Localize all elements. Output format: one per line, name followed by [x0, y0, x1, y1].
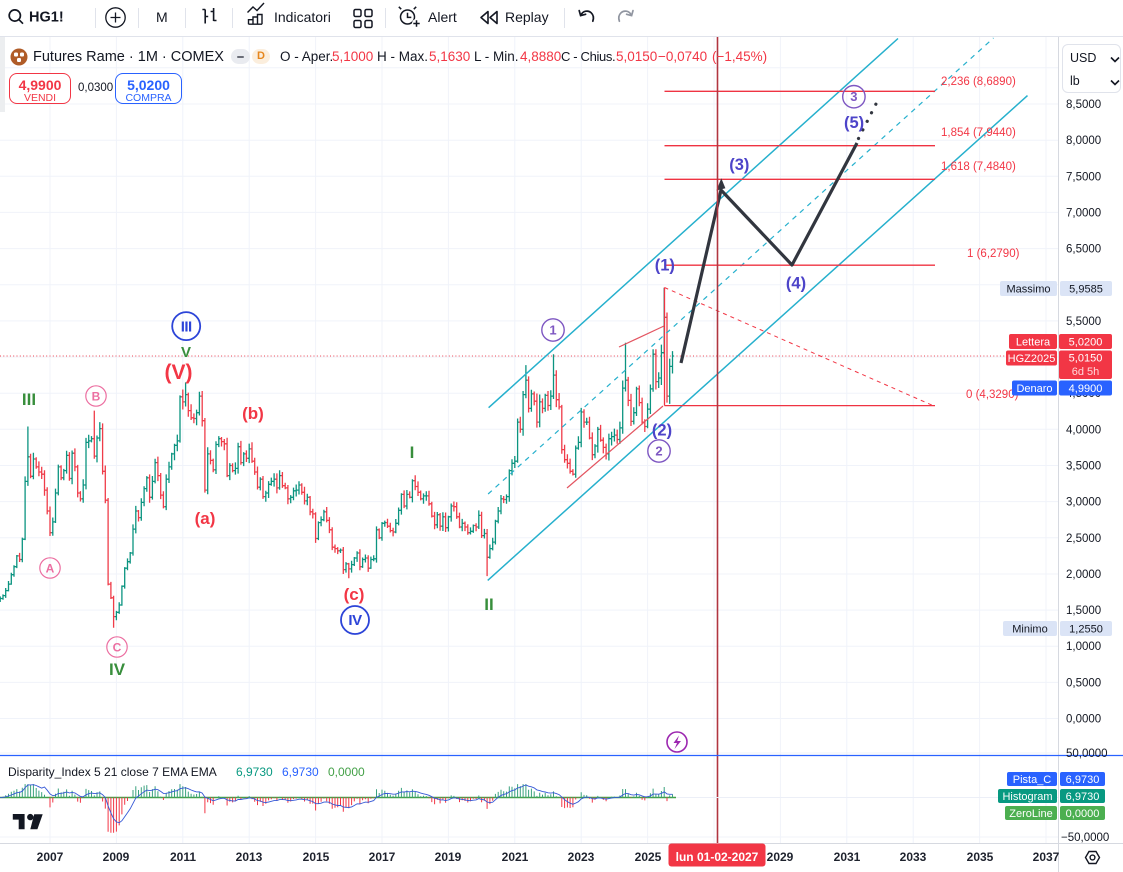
svg-text:Denaro: Denaro	[1016, 383, 1052, 395]
svg-text:−50,0000: −50,0000	[1061, 832, 1109, 844]
svg-text:2,5000: 2,5000	[1066, 533, 1101, 545]
svg-text:5,0200: 5,0200	[1069, 337, 1103, 349]
svg-text:V: V	[181, 344, 191, 361]
svg-text:0,0000: 0,0000	[1066, 808, 1100, 820]
svg-text:2037: 2037	[1033, 850, 1060, 864]
svg-text:2011: 2011	[170, 850, 196, 864]
svg-text:Histogram: Histogram	[1002, 791, 1052, 803]
svg-text:C: C	[113, 640, 122, 654]
svg-text:5,5000: 5,5000	[1066, 316, 1101, 328]
svg-text:2025: 2025	[635, 850, 662, 864]
svg-text:(4): (4)	[786, 274, 806, 292]
svg-text:3,5000: 3,5000	[1066, 461, 1101, 473]
svg-text:A: A	[46, 561, 55, 575]
svg-text:2: 2	[655, 444, 662, 459]
svg-text:2017: 2017	[369, 850, 396, 864]
svg-text:III: III	[22, 390, 36, 409]
svg-text:2021: 2021	[502, 850, 529, 864]
svg-text:III: III	[181, 318, 192, 335]
svg-text:Alert: Alert	[428, 9, 457, 25]
svg-text:Massimo: Massimo	[1006, 284, 1050, 296]
svg-text:4,9900: 4,9900	[1069, 383, 1103, 395]
svg-text:3,0000: 3,0000	[1066, 497, 1101, 509]
svg-text:6,9730: 6,9730	[236, 765, 273, 779]
svg-text:6,9730: 6,9730	[1066, 791, 1100, 803]
svg-text:6,9730: 6,9730	[1066, 774, 1100, 786]
svg-text:HG1!: HG1!	[29, 10, 64, 26]
svg-text:2033: 2033	[900, 850, 927, 864]
svg-text:8,0000: 8,0000	[1066, 135, 1101, 147]
svg-text:Minimo: Minimo	[1012, 624, 1047, 636]
svg-text:7,0000: 7,0000	[1066, 207, 1101, 219]
svg-text:2031: 2031	[834, 850, 861, 864]
svg-text:2029: 2029	[767, 850, 794, 864]
svg-text:5,0150: 5,0150	[1069, 353, 1103, 365]
svg-text:II: II	[484, 595, 493, 614]
svg-text:2023: 2023	[568, 850, 595, 864]
svg-text:2009: 2009	[103, 850, 130, 864]
svg-text:(b): (b)	[242, 404, 264, 423]
svg-text:2007: 2007	[37, 850, 64, 864]
svg-text:2,236 (8,6890): 2,236 (8,6890)	[941, 76, 1016, 88]
svg-text:0 (4,3290): 0 (4,3290)	[966, 389, 1019, 401]
svg-text:(1): (1)	[655, 257, 675, 275]
svg-text:B: B	[92, 389, 101, 403]
svg-text:(a): (a)	[195, 509, 216, 528]
svg-text:I: I	[410, 443, 415, 462]
svg-text:7,5000: 7,5000	[1066, 171, 1101, 183]
svg-text:50,0000: 50,0000	[1066, 748, 1108, 760]
svg-text:1,854 (7,9440): 1,854 (7,9440)	[941, 127, 1016, 139]
svg-text:IV: IV	[348, 612, 362, 629]
svg-text:6,9730: 6,9730	[282, 765, 319, 779]
svg-text:2019: 2019	[435, 850, 462, 864]
svg-text:1,618 (7,4840): 1,618 (7,4840)	[941, 161, 1016, 173]
svg-text:4,0000: 4,0000	[1066, 424, 1101, 436]
svg-text:Indicatori: Indicatori	[274, 9, 331, 25]
svg-text:ZeroLine: ZeroLine	[1009, 808, 1052, 820]
svg-text:6d 5h: 6d 5h	[1072, 366, 1100, 378]
svg-text:2035: 2035	[967, 850, 994, 864]
svg-text:1,0000: 1,0000	[1066, 641, 1101, 653]
svg-text:1,2550: 1,2550	[1069, 624, 1103, 636]
svg-text:0,0000: 0,0000	[1066, 714, 1101, 726]
svg-text:2015: 2015	[303, 850, 330, 864]
svg-text:1 (6,2790): 1 (6,2790)	[967, 248, 1020, 260]
svg-text:1: 1	[549, 323, 556, 338]
svg-text:Replay: Replay	[505, 9, 549, 25]
svg-text:Lettera: Lettera	[1016, 337, 1051, 349]
svg-text:1,5000: 1,5000	[1066, 605, 1101, 617]
svg-text:2013: 2013	[236, 850, 263, 864]
svg-text:IV: IV	[109, 660, 126, 679]
svg-text:lun 01-02-2027: lun 01-02-2027	[676, 850, 759, 864]
svg-text:HGZ2025: HGZ2025	[1008, 353, 1056, 365]
svg-text:Disparity_Index 5 21 close 7 E: Disparity_Index 5 21 close 7 EMA EMA	[8, 765, 217, 779]
svg-text:(V): (V)	[165, 361, 193, 384]
svg-text:6,5000: 6,5000	[1066, 244, 1101, 256]
svg-text:(3): (3)	[729, 156, 749, 174]
svg-text:5,9585: 5,9585	[1069, 284, 1103, 296]
svg-text:(5): (5)	[844, 114, 864, 132]
svg-text:(2): (2)	[652, 422, 672, 440]
svg-text:(c): (c)	[344, 585, 365, 604]
svg-text:M: M	[156, 9, 168, 25]
svg-text:0,0000: 0,0000	[328, 765, 365, 779]
svg-text:Pista_C: Pista_C	[1013, 774, 1052, 786]
svg-text:0,5000: 0,5000	[1066, 677, 1101, 689]
svg-text:3: 3	[850, 89, 857, 104]
svg-text:2,0000: 2,0000	[1066, 569, 1101, 581]
svg-text:8,5000: 8,5000	[1066, 99, 1101, 111]
